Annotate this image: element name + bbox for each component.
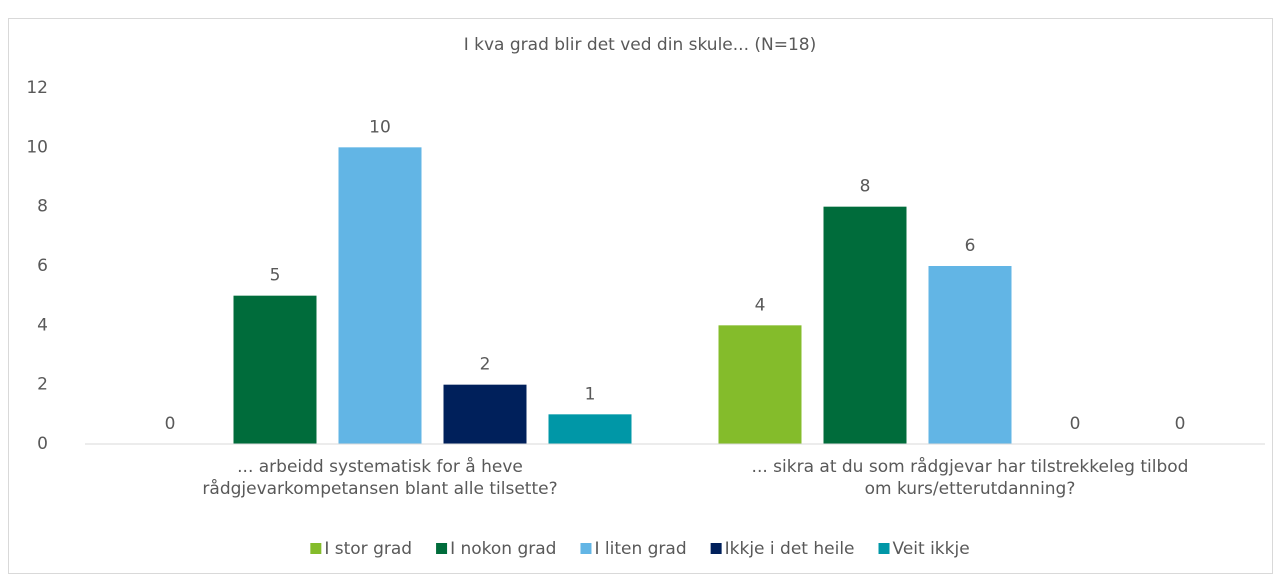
legend-swatch	[310, 543, 322, 554]
legend-label: Veit ikkje	[893, 539, 970, 559]
bar	[338, 147, 422, 445]
legend-swatch	[436, 543, 448, 554]
bar	[548, 414, 632, 444]
bar	[928, 266, 1012, 444]
x-tick-label: ... sikra at du som rådgjevar har tilstr…	[751, 457, 1189, 499]
x-tick-label: ... arbeidd systematisk for å heve rådgj…	[202, 457, 558, 499]
legend-label: I nokon grad	[450, 539, 556, 559]
legend-label: Ikkje i det heile	[725, 539, 855, 559]
legend: I stor grad I nokon grad I liten grad Ikkje…	[310, 539, 970, 559]
chart-title: I kva grad blir det ved din skule... (N=…	[464, 35, 817, 55]
value-label: 4	[755, 295, 766, 315]
y-tick-label: 10	[26, 137, 48, 157]
value-label: 0	[165, 414, 176, 434]
y-tick-label: 0	[37, 434, 48, 454]
bar	[443, 384, 527, 444]
y-tick-label: 6	[37, 256, 48, 276]
value-label: 5	[270, 266, 281, 286]
legend-label: I stor grad	[324, 539, 412, 559]
value-label: 0	[1070, 414, 1081, 434]
y-tick-label: 8	[37, 197, 48, 217]
legend-label: I liten grad	[594, 539, 686, 559]
legend-swatch	[878, 543, 890, 554]
x-tick-label-box: ... arbeidd systematisk for å heve rådgj…	[202, 457, 558, 499]
value-label: 0	[1175, 414, 1186, 434]
x-tick-label-box: ... sikra at du som rådgjevar har tilstr…	[751, 457, 1189, 499]
value-label: 2	[480, 355, 491, 375]
value-label: 6	[965, 236, 976, 256]
legend-swatch	[710, 543, 722, 554]
value-label: 8	[860, 177, 871, 197]
bar	[233, 295, 317, 444]
y-tick-label: 12	[26, 78, 48, 98]
value-label: 10	[369, 117, 391, 137]
bar	[718, 325, 802, 444]
bar	[823, 206, 907, 444]
y-tick-label: 2	[37, 375, 48, 395]
chart-frame	[8, 18, 1273, 574]
value-label: 1	[585, 384, 596, 404]
y-tick-label: 4	[37, 315, 48, 335]
legend-swatch	[580, 543, 592, 554]
